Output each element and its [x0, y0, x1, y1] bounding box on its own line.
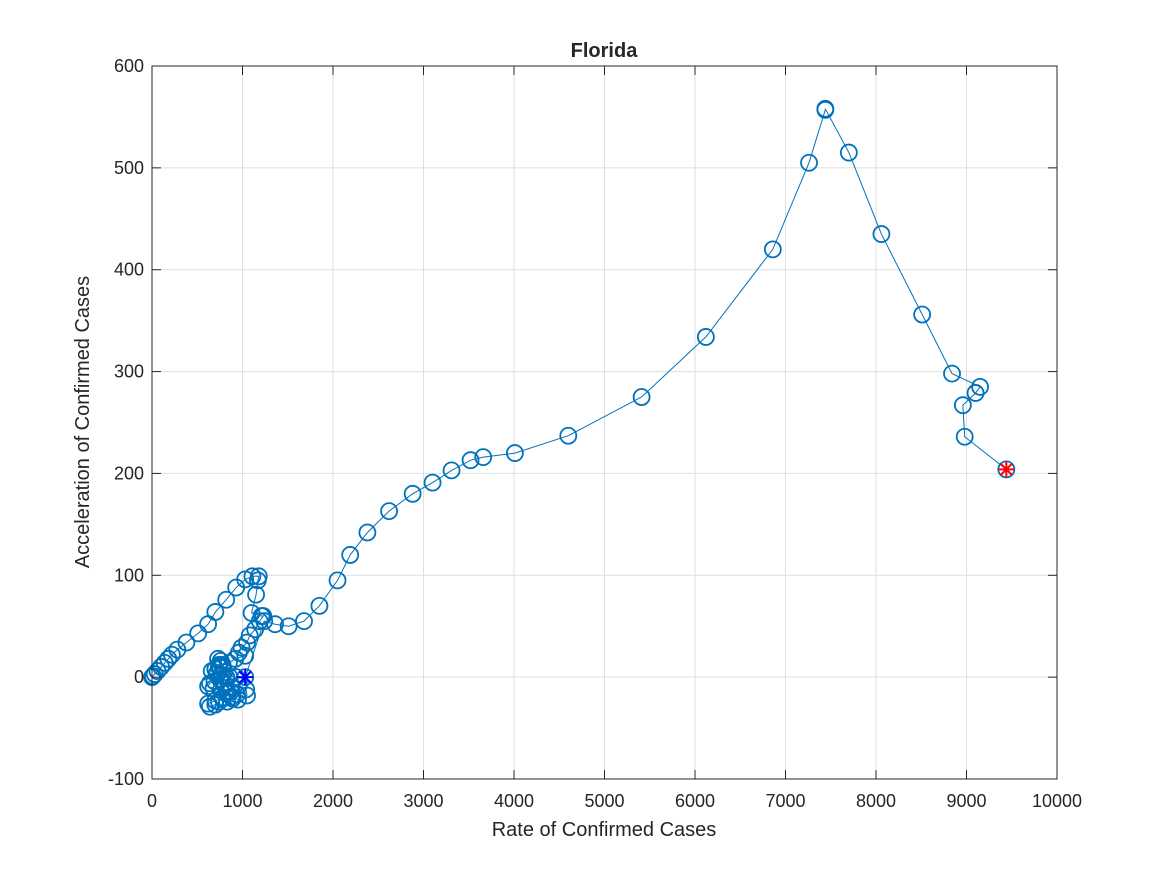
data-point	[800, 153, 818, 172]
data-point	[474, 448, 493, 467]
data-point	[943, 364, 961, 383]
y-tick-label: 300	[114, 362, 144, 382]
data-point	[248, 571, 267, 590]
data-point	[696, 328, 715, 346]
x-tick-label: 4000	[494, 791, 534, 811]
data-point	[236, 646, 255, 665]
data-point	[955, 427, 974, 446]
data-point	[217, 590, 236, 609]
x-tick-label: 10000	[1032, 791, 1082, 811]
data-point	[506, 444, 524, 462]
x-tick-label: 1000	[222, 791, 262, 811]
x-tick-label: 6000	[675, 791, 715, 811]
x-tick-label: 5000	[584, 791, 624, 811]
x-tick-label: 8000	[856, 791, 896, 811]
data-point	[341, 546, 360, 564]
chart-title: Florida	[571, 40, 639, 62]
data-point	[632, 388, 651, 406]
x-tick-label: 0	[147, 791, 157, 811]
data-point	[839, 143, 858, 162]
data-point	[442, 461, 461, 480]
y-tick-label: 500	[114, 158, 144, 178]
data-point	[913, 305, 932, 324]
data-point	[279, 617, 298, 636]
data-point	[971, 377, 989, 396]
data-layer	[143, 99, 1016, 716]
x-tick-label: 2000	[313, 791, 353, 811]
data-point	[953, 396, 972, 415]
data-point	[201, 697, 219, 716]
start-marker	[237, 669, 254, 686]
data-point	[255, 612, 274, 631]
x-axis-label: Rate of Confirmed Cases	[492, 819, 717, 841]
y-axis: -100 0 100 200 300 400 500 600	[108, 56, 1057, 789]
x-tick-label: 7000	[765, 791, 805, 811]
data-point	[247, 585, 265, 604]
data-point	[966, 384, 985, 402]
y-axis-label: Acceleration of Confirmed Cases	[72, 276, 94, 568]
y-tick-label: 0	[134, 667, 144, 687]
y-tick-label: -100	[108, 769, 144, 789]
data-point	[403, 484, 422, 503]
data-point	[189, 624, 208, 643]
x-tick-label: 3000	[403, 791, 443, 811]
data-point	[328, 571, 347, 590]
data-point	[310, 596, 329, 615]
data-point	[461, 451, 480, 470]
data-point	[358, 523, 377, 542]
data-point	[223, 689, 242, 708]
data-point	[380, 502, 399, 521]
y-tick-label: 100	[114, 565, 144, 585]
data-point	[816, 99, 835, 118]
data-point	[159, 649, 178, 668]
x-tick-label: 9000	[946, 791, 986, 811]
data-point	[163, 645, 181, 664]
data-point	[177, 633, 196, 652]
data-point	[559, 426, 578, 445]
end-marker	[998, 461, 1015, 478]
end-marker-stroke	[999, 462, 1013, 476]
data-point	[206, 691, 225, 710]
data-point	[295, 612, 313, 631]
y-tick-label: 200	[114, 463, 144, 483]
data-point	[872, 225, 891, 243]
x-axis: 0 1000 2000 3000 4000 5000 6000 7000 8000 9000 100…	[147, 66, 1082, 811]
y-tick-label: 400	[114, 260, 144, 280]
data-point	[206, 603, 225, 621]
y-tick-label: 600	[114, 56, 144, 76]
data-point	[243, 567, 262, 586]
data-point	[266, 615, 284, 634]
start-marker-stroke	[238, 670, 252, 684]
data-point	[423, 473, 442, 492]
data-point	[215, 663, 234, 681]
data-point	[763, 240, 782, 259]
